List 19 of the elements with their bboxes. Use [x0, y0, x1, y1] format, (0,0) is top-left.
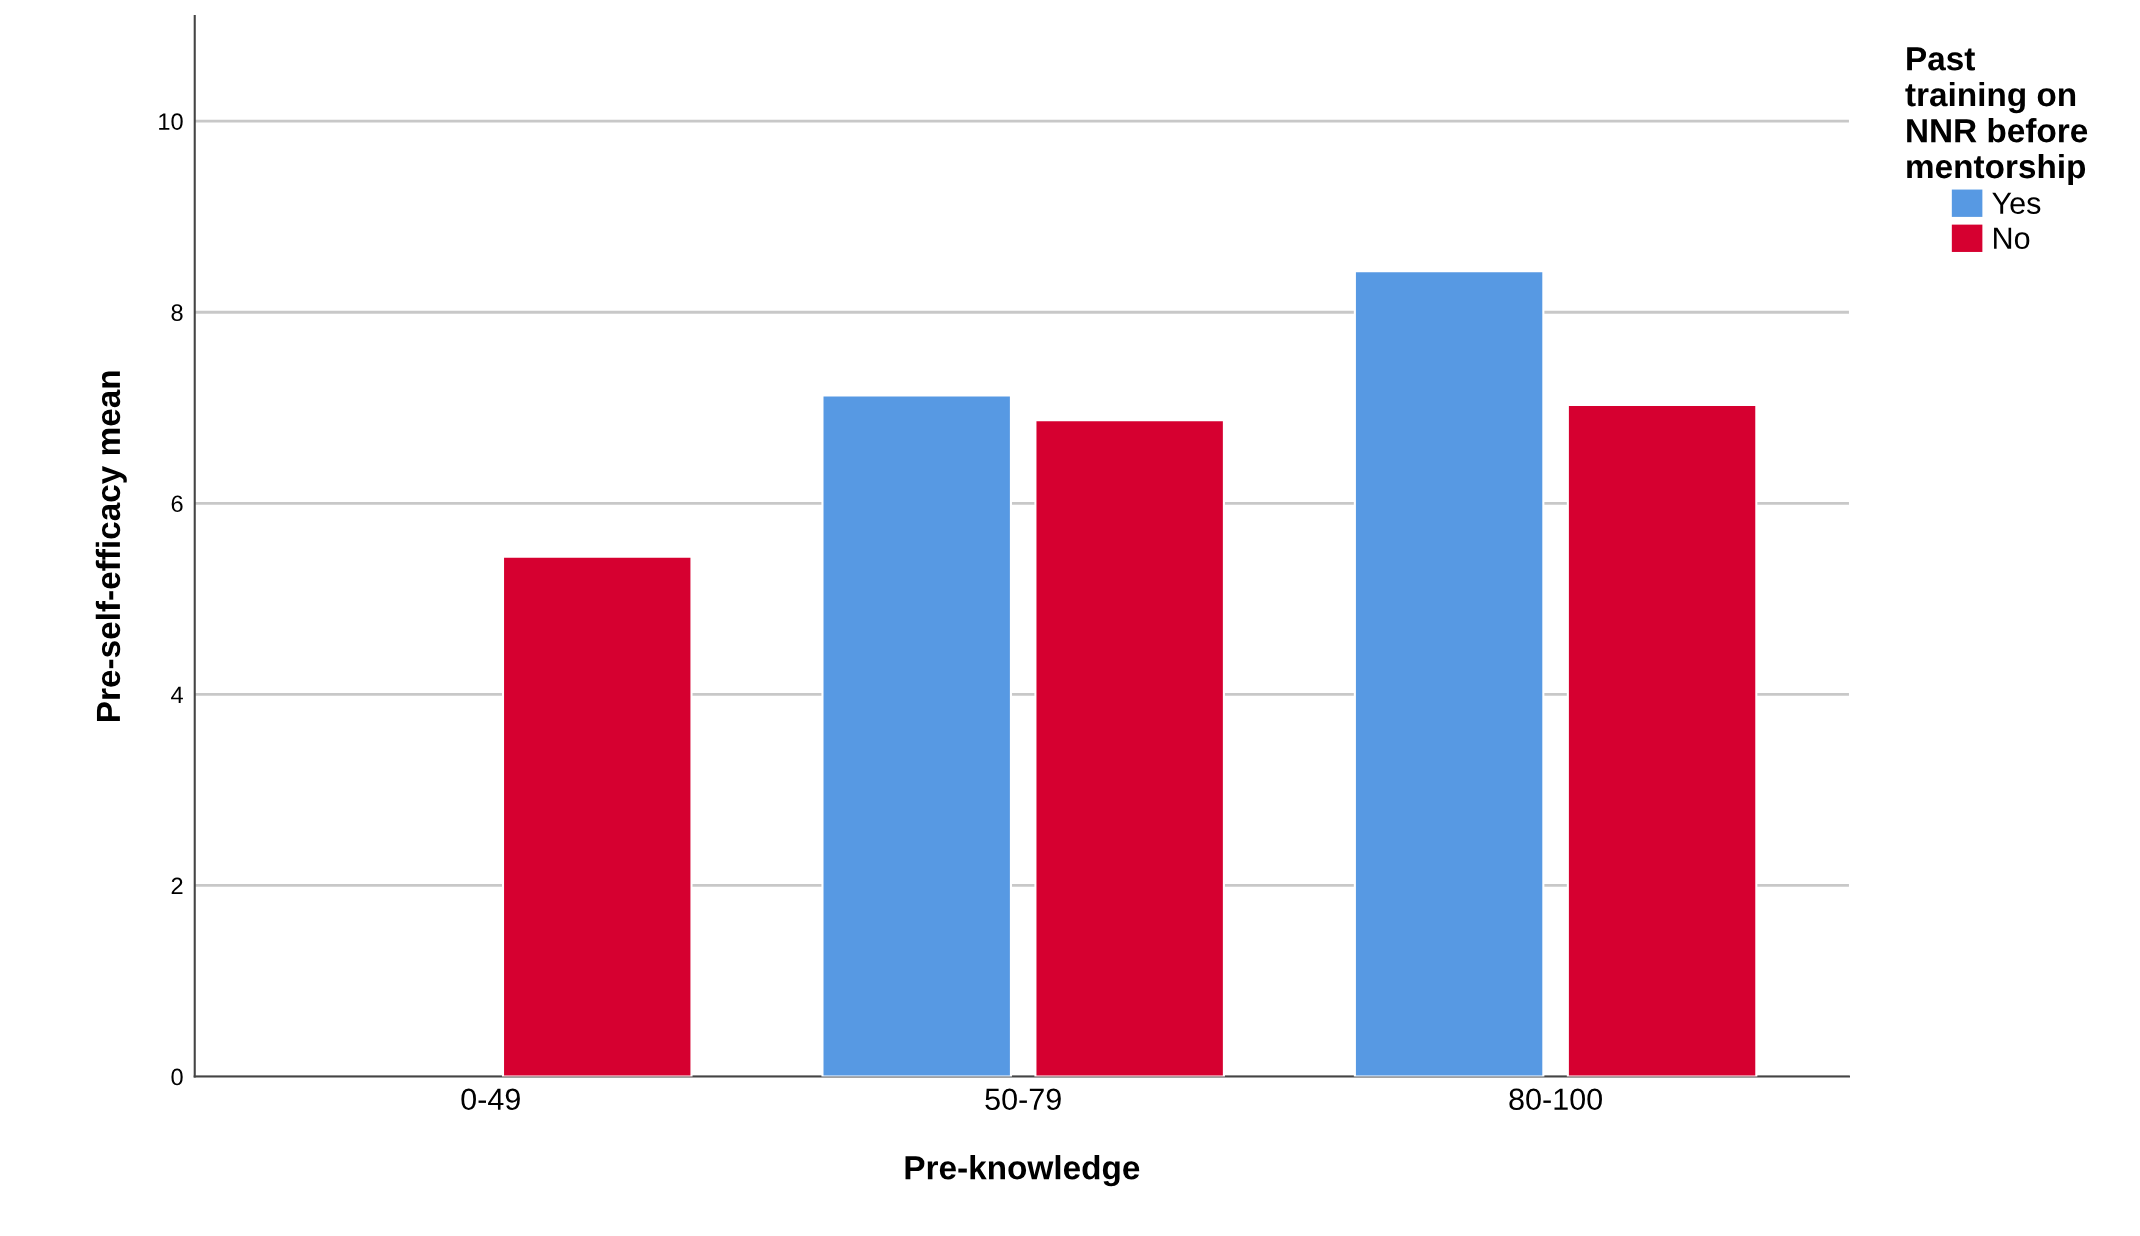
x-tick-label: 50-79	[985, 1088, 1061, 1111]
bar	[1034, 419, 1225, 1077]
legend-title: Past training on NNR before mentorship	[1905, 47, 2088, 185]
y-tick-label: 8	[171, 304, 183, 322]
y-tick-label: 0	[171, 1068, 183, 1086]
bar	[1566, 403, 1758, 1077]
y-axis-title: Pre-self-efficacy mean	[95, 371, 127, 722]
y-tick-label: 2	[171, 877, 183, 895]
bar	[1353, 270, 1545, 1077]
bar	[501, 555, 693, 1077]
x-tick-label: 80-100	[1509, 1088, 1602, 1111]
y-tick-label: 6	[171, 495, 183, 513]
legend-label: Yes	[1992, 192, 2041, 214]
bar	[821, 394, 1012, 1077]
y-tick-label: 10	[159, 113, 183, 130]
legend-label: No	[1994, 227, 2030, 250]
x-axis-title: Pre-knowledge	[905, 1155, 1140, 1187]
y-tick-label: 4	[171, 686, 183, 703]
x-tick-label: 0-49	[461, 1088, 520, 1111]
